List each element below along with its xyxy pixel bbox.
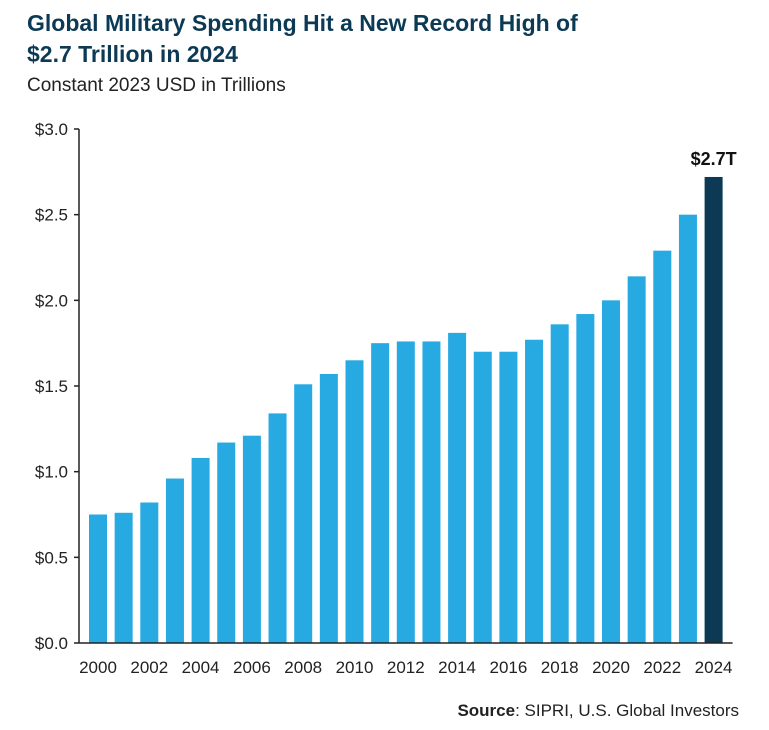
x-tick-label: 2006 [233, 658, 271, 677]
x-tick-label: 2000 [79, 658, 117, 677]
bar-2019 [576, 314, 595, 643]
source-text: : SIPRI, U.S. Global Investors [515, 701, 739, 720]
bars: $2.7T [89, 149, 737, 643]
y-tick-label: $1.5 [35, 377, 68, 396]
bar-2007 [268, 413, 287, 643]
bar-2022 [653, 250, 672, 643]
bar-2004 [191, 457, 210, 643]
y-tick-label: $0.5 [35, 548, 68, 567]
chart-title: Global Military Spending Hit a New Recor… [27, 8, 747, 70]
bar-2015 [473, 351, 492, 643]
y-tick-label: $0.0 [35, 634, 68, 653]
bar-chart: $0.0$0.5$1.0$1.5$2.0$2.5$3.0 $2.7T 2000 2… [35, 120, 737, 677]
bar-2000 [89, 514, 107, 643]
bar-2014 [448, 332, 467, 643]
x-tick-label: 2018 [541, 658, 579, 677]
bar-2012 [396, 341, 415, 643]
x-tick-label: 2024 [695, 658, 733, 677]
y-axis: $0.0 $0.5 $1.0 $1.5 $2.0 $2.5 $3.0 [35, 120, 80, 653]
chart-subtitle: Constant 2023 USD in Trillions [27, 75, 286, 96]
bar-2024 [704, 176, 723, 643]
bar-2016 [499, 351, 518, 643]
bar-2023 [678, 214, 697, 643]
bar-2017 [525, 339, 544, 643]
y-tick-label: $2.5 [35, 206, 68, 225]
y-tick-label: $1.0 [35, 463, 68, 482]
x-tick-label: 2004 [182, 658, 220, 677]
y-tick-label: $2.0 [35, 291, 68, 310]
source-note: Source: SIPRI, U.S. Global Investors [457, 701, 739, 721]
bar-2020 [602, 300, 620, 643]
bar-2003 [165, 478, 184, 643]
bar-2011 [371, 343, 390, 643]
x-tick-label: 2022 [643, 658, 681, 677]
data-label-2024: $2.7T [691, 149, 737, 169]
x-tick-label: 2008 [284, 658, 322, 677]
x-tick-label: 2002 [130, 658, 168, 677]
bar-2018 [550, 324, 569, 643]
bar-2009 [319, 374, 338, 643]
bar-2013 [422, 341, 441, 643]
x-tick-label: 2016 [489, 658, 527, 677]
x-tick-label: 2012 [387, 658, 425, 677]
chart-title-line-2: $2.7 Trillion in 2024 [27, 41, 238, 67]
chart-title-line-1: Global Military Spending Hit a New Recor… [27, 10, 578, 36]
source-label: Source [457, 701, 516, 720]
bar-2021 [627, 276, 646, 643]
bar-2008 [294, 384, 313, 643]
bar-2002 [140, 502, 159, 643]
x-tick-label: 2010 [336, 658, 374, 677]
x-tick-label: 2020 [592, 658, 630, 677]
x-tick-label: 2014 [438, 658, 476, 677]
bar-2001 [114, 512, 133, 643]
bar-2010 [345, 360, 364, 643]
bar-2006 [242, 435, 261, 643]
x-axis: 2000 2002 2004 2006 2008 2010 2012 2014 2016 2018… [79, 642, 733, 677]
y-tick-label: $3.0 [35, 120, 68, 139]
bar-2005 [217, 442, 236, 643]
